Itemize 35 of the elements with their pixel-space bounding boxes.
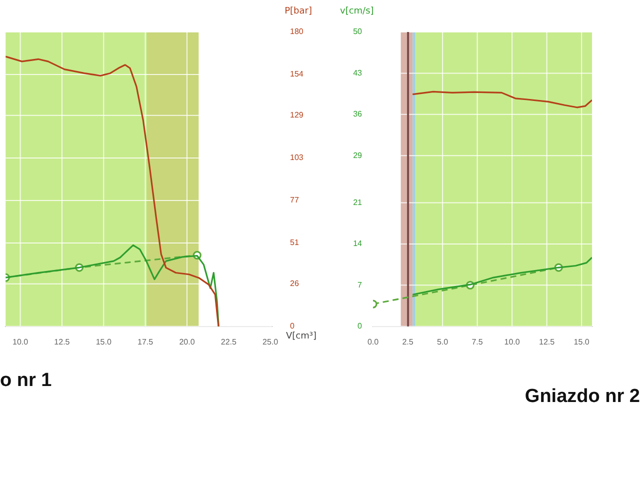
y2-tick-label: 0 bbox=[290, 322, 295, 331]
y2-tick-label: 129 bbox=[290, 110, 304, 120]
x-tick-label: 25.0 bbox=[262, 337, 279, 346]
x-tick-label: 22.5 bbox=[220, 337, 237, 346]
y-tick-label: 50 bbox=[353, 27, 363, 36]
x-axis-title: V[cm³] bbox=[286, 332, 317, 342]
x-tick-label: 7.5 bbox=[472, 337, 484, 346]
y2-tick-label: 154 bbox=[290, 70, 304, 79]
x-tick-label: 15.0 bbox=[96, 337, 112, 346]
y-tick-label: 21 bbox=[353, 198, 363, 207]
y-tick-label: 43 bbox=[353, 68, 363, 78]
x-tick-label: 12.5 bbox=[54, 337, 70, 346]
y-tick-label: 7 bbox=[358, 280, 363, 290]
y2-tick-label: 26 bbox=[290, 279, 300, 288]
x-tick-label: 2.5 bbox=[402, 337, 414, 346]
y2-tick-label: 180 bbox=[290, 27, 304, 36]
x-tick-label: 10.0 bbox=[504, 337, 520, 346]
y-axis-title: v[cm/s] bbox=[340, 6, 374, 16]
x-tick-label: 15.0 bbox=[574, 337, 590, 346]
y-tick-label: 36 bbox=[353, 110, 363, 119]
y-tick-label: 29 bbox=[353, 150, 363, 160]
y-tick-label: 14 bbox=[353, 239, 363, 248]
x-tick-label: 12.5 bbox=[539, 337, 556, 346]
x-tick-label: 20.0 bbox=[179, 337, 196, 346]
y2-tick-label: 103 bbox=[290, 153, 304, 162]
y2-tick-label: 51 bbox=[290, 238, 300, 248]
x-tick-label: 5.0 bbox=[436, 337, 449, 346]
text: o nr 1 bbox=[0, 370, 53, 392]
text: Gniazdo nr 2 bbox=[524, 386, 640, 408]
y-tick-label: 0 bbox=[358, 322, 363, 331]
x-tick-label: 17.5 bbox=[138, 337, 154, 346]
y2-tick-label: 77 bbox=[290, 196, 300, 205]
y2-axis-title: P[bar] bbox=[284, 6, 312, 16]
x-tick-label: 10.0 bbox=[12, 337, 29, 346]
x-tick-label: 0.0 bbox=[367, 337, 380, 346]
